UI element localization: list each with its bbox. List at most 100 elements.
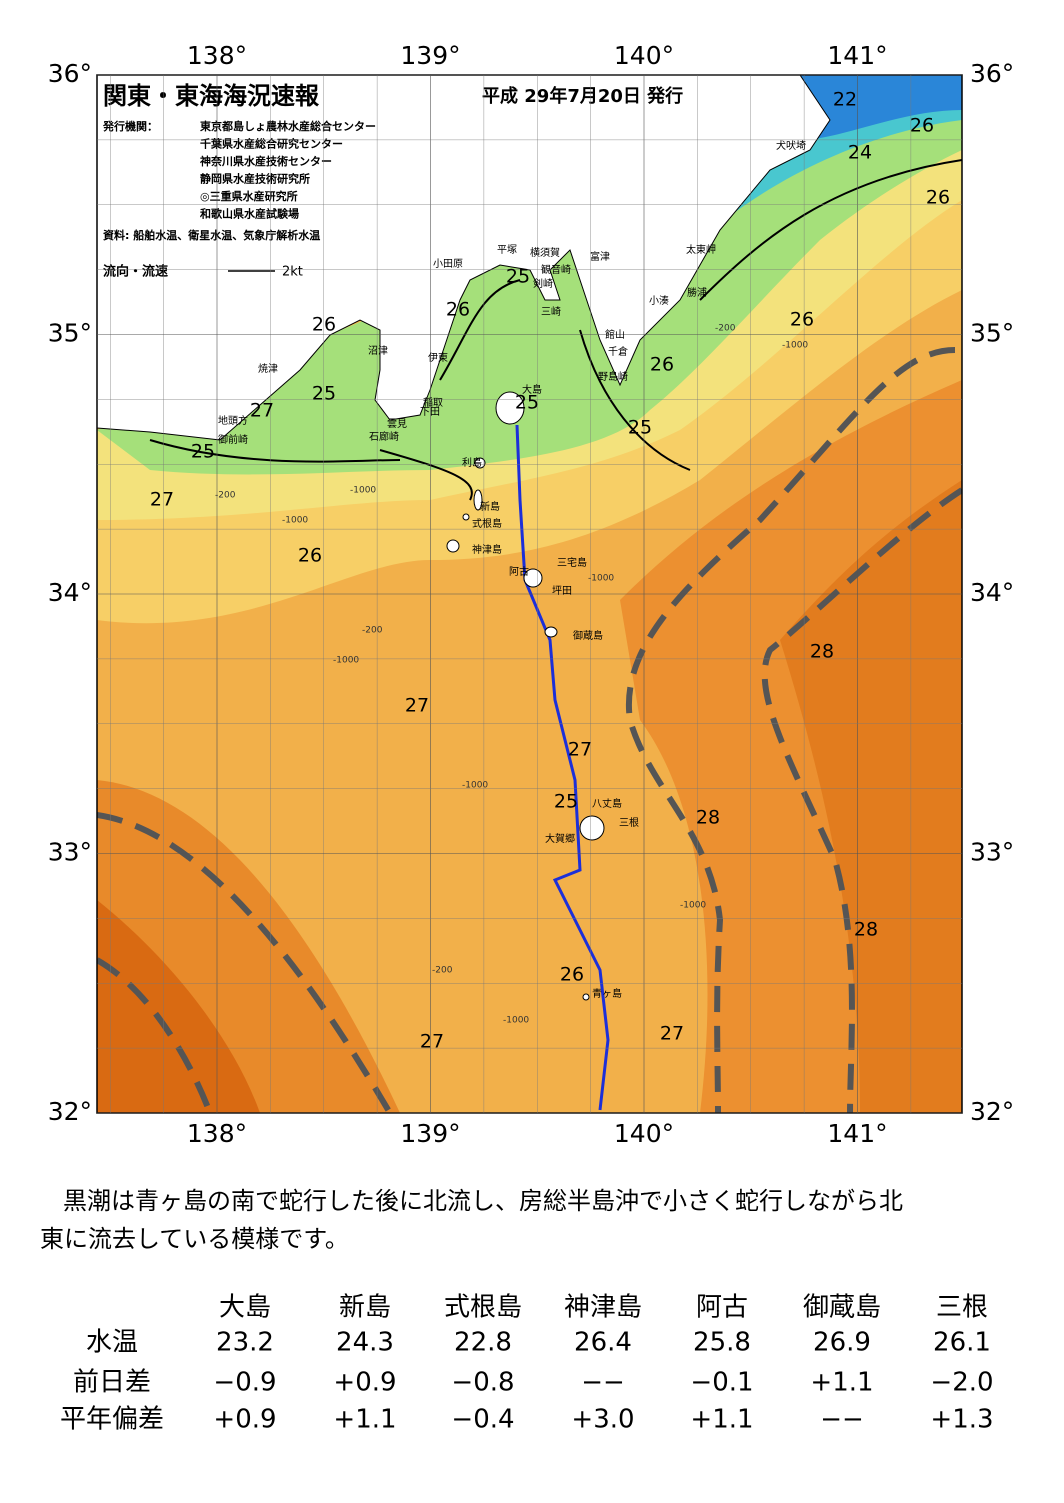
table-cell: −− [581,1368,625,1398]
table-cell: 26.4 [574,1328,632,1358]
contour-label: 26 [926,187,950,209]
table-cell: −2.0 [930,1368,993,1398]
table-cell: −− [820,1405,864,1435]
contour-label: 26 [312,314,336,336]
place-label: 新島 [480,500,500,513]
place-label: 阿古 [509,565,529,578]
table-cell: −0.9 [213,1368,276,1398]
place-label: 館山 [605,328,625,341]
lat-label: 33° [48,838,92,867]
lat-label: 33° [970,838,1014,867]
lon-label: 139° [400,41,460,70]
table-cell: −0.1 [690,1368,753,1398]
table-header: 阿古 [696,1293,748,1323]
lat-label: 36° [48,59,92,88]
lat-label: 35° [970,319,1014,348]
lat-label: 34° [970,578,1014,607]
description: 東に流去している模様です。 [40,1225,349,1253]
lat-label: 34° [48,578,92,607]
place-label: 御蔵島 [573,629,603,642]
depth-label: -1000 [782,341,808,351]
lon-label: 141° [827,41,887,70]
place-label: 焼津 [258,363,278,375]
depth-label: -1000 [282,516,308,526]
issuer: 東京都島しょ農林水産総合センター [200,119,376,133]
contour-label: 25 [628,417,652,439]
table-header: 三根 [936,1293,988,1323]
lat-label: 32° [48,1097,92,1126]
place-label: 沼津 [368,344,388,357]
contour-label: 25 [554,791,578,813]
depth-label: -200 [715,324,736,334]
place-label: 勝浦 [687,286,707,299]
row-label: 平年偏差 [60,1405,164,1435]
issuer: 千葉県水産総合研究センター [200,137,343,151]
table-header: 御蔵島 [803,1293,881,1323]
place-label: 御前崎 [218,433,248,446]
table-cell: −0.4 [451,1405,514,1435]
lon-label: 139° [400,1119,460,1148]
depth-label: -200 [215,491,236,501]
contour-label: 28 [810,641,834,663]
place-label: 三崎 [541,305,561,318]
place-label: 太東岬 [686,243,716,256]
issuer: ◎三重県水産研究所 [200,189,298,203]
contour-label: 26 [650,354,674,376]
depth-label: -1000 [503,1016,529,1026]
table-cell: 25.8 [693,1328,751,1358]
table-cell: +1.1 [690,1405,753,1435]
place-label: 三宅島 [557,556,587,569]
issue-date: 平成 29年7月20日 発行 [482,85,683,107]
place-label: 稲取 [423,397,443,409]
table-cell: +1.3 [930,1405,993,1435]
contour-label: 27 [660,1023,684,1045]
place-label: 神津島 [472,543,502,556]
place-label: 横須賀 [530,246,560,259]
contour-label: 25 [515,392,539,414]
contour-label: 27 [420,1031,444,1053]
map-fill [97,75,962,1113]
place-label: 地頭方 [218,414,248,427]
contour-label: 26 [790,309,814,331]
depth-label: -200 [362,626,383,636]
place-label: 青ヶ島 [592,987,622,1000]
depth-label: -1000 [333,656,359,666]
table-header: 神津島 [564,1293,642,1323]
place-label: 八丈島 [592,797,622,810]
lat-label: 32° [970,1097,1014,1126]
place-label: 富津 [590,250,610,263]
contour-label: 27 [250,400,274,422]
lat-label: 35° [48,319,92,348]
place-label: 小湊 [649,294,669,307]
contour-label: 27 [150,489,174,511]
row-label: 前日差 [73,1368,151,1398]
issuer-label: 発行機関： [102,119,158,133]
place-label: 観音崎 [541,263,571,276]
place-label: 式根島 [472,517,502,530]
place-label: 伊東 [428,351,448,364]
issuer: 静岡県水産技術研究所 [200,172,310,186]
contour-label: 26 [298,545,322,567]
row-label: 水温 [86,1328,138,1358]
place-label: 大賀郷 [545,832,575,845]
contour-label: 28 [854,919,878,941]
place-label: 犬吠埼 [776,139,806,152]
contour-label: 25 [312,383,336,405]
place-label: 千倉 [608,345,628,358]
issuer: 神奈川県水産技術センター [200,154,332,168]
lon-label: 140° [614,1119,674,1148]
contour-label: 22 [833,89,857,111]
table-cell: +1.1 [810,1368,873,1398]
contour-label: 24 [848,142,872,164]
lon-label: 141° [827,1119,887,1148]
table-cell: 23.2 [216,1328,274,1358]
table-cell: +3.0 [571,1405,634,1435]
place-label: 雲見 [387,418,407,430]
table-cell: 26.9 [813,1328,871,1358]
depth-label: -1000 [680,901,706,911]
legend-scale: 2kt [282,265,303,280]
depth-label: -1000 [350,486,376,496]
contour-label: 25 [191,441,215,463]
legend-label: 流向・流速 [103,264,168,280]
